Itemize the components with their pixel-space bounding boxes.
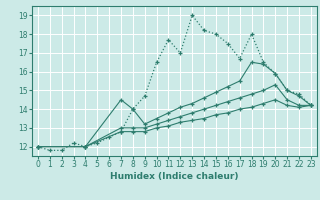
X-axis label: Humidex (Indice chaleur): Humidex (Indice chaleur) <box>110 172 239 181</box>
